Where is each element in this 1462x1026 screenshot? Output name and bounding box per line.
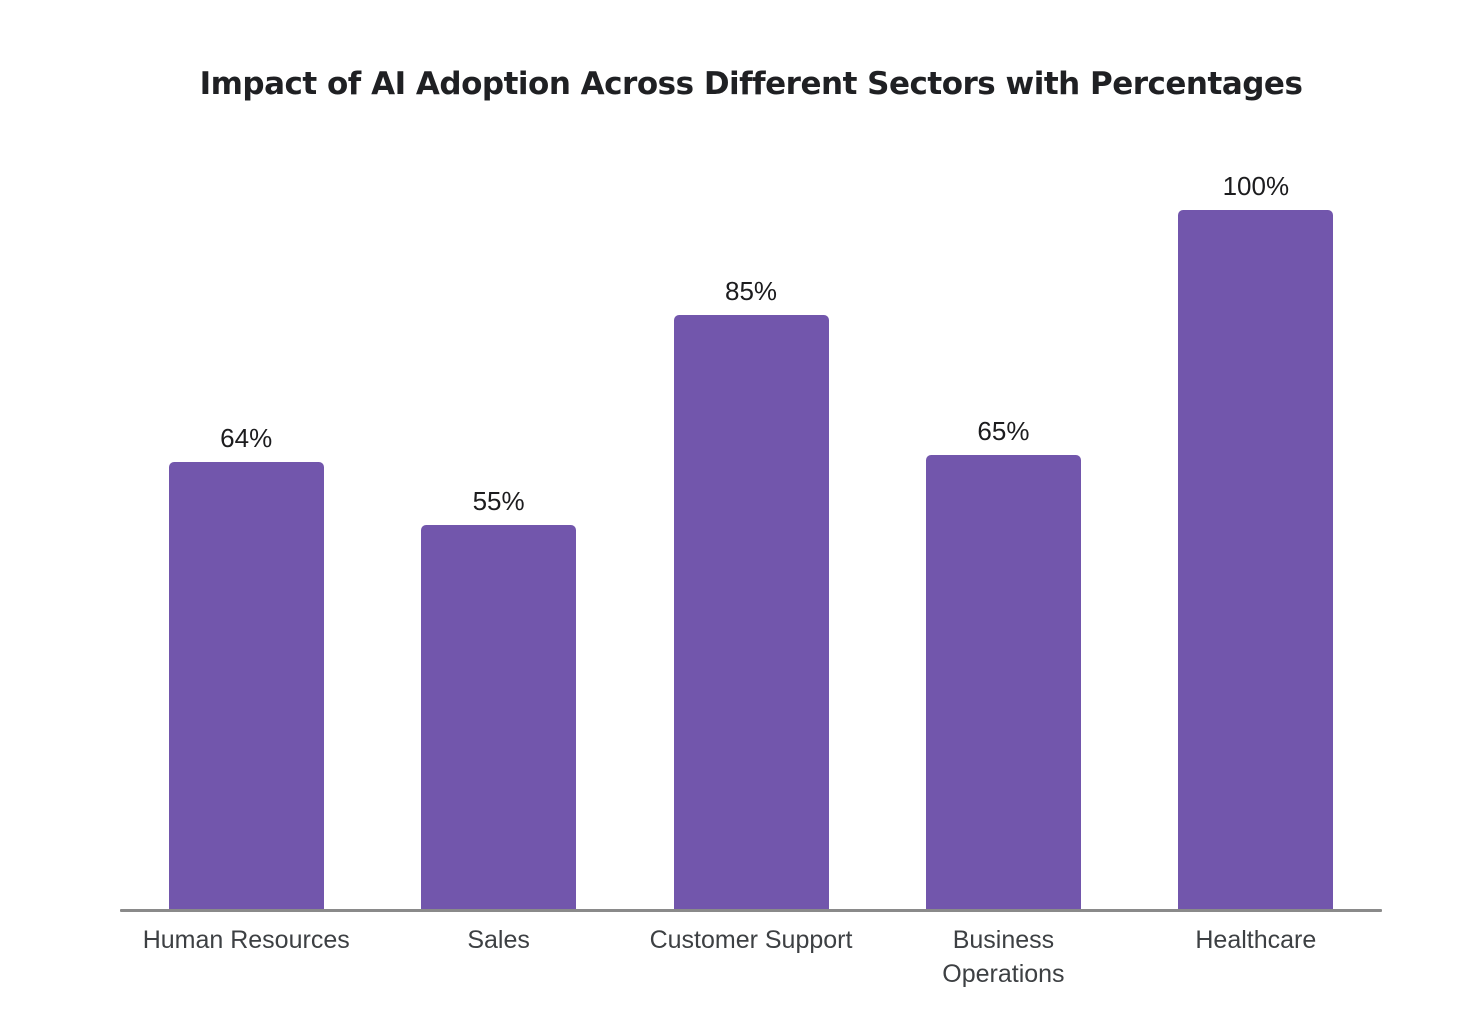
- bar-slot-customer-support: 85%: [625, 210, 877, 910]
- category-label-customer-support: Customer Support: [649, 926, 853, 954]
- bar-customer-support: 85%: [673, 278, 829, 910]
- category-label-human-resources: Human Resources: [142, 926, 350, 954]
- value-label-human-resources: 64%: [220, 423, 273, 453]
- category-label-business-operations: Business Operations: [942, 926, 1065, 988]
- bar-slot-human-resources: 64%: [120, 210, 372, 910]
- plot-area: 64% 55% 85% 65% 100%: [120, 173, 1382, 910]
- value-label-business-operations: 65%: [977, 416, 1030, 446]
- value-label-customer-support: 85%: [724, 276, 778, 306]
- x-axis-line: [120, 909, 1382, 912]
- bar-slot-sales: 55%: [372, 210, 624, 910]
- category-label-healthcare: Healthcare: [1195, 926, 1317, 954]
- bar-sales: 55%: [421, 488, 577, 910]
- chart-title: Impact of AI Adoption Across Different S…: [199, 66, 1303, 102]
- bar-healthcare: 100%: [1178, 173, 1334, 910]
- bar-slot-healthcare: 100%: [1130, 173, 1382, 910]
- value-label-healthcare: 100%: [1222, 171, 1290, 201]
- x-axis-labels: Human Resources Sales Customer Support Busi…: [120, 923, 1382, 991]
- bar-business-operations: 65%: [925, 418, 1081, 910]
- category-label-sales: Sales: [467, 926, 530, 954]
- value-label-sales: 55%: [472, 486, 525, 516]
- bar-human-resources: 64%: [168, 425, 324, 910]
- bar-slot-business-operations: 65%: [877, 210, 1129, 910]
